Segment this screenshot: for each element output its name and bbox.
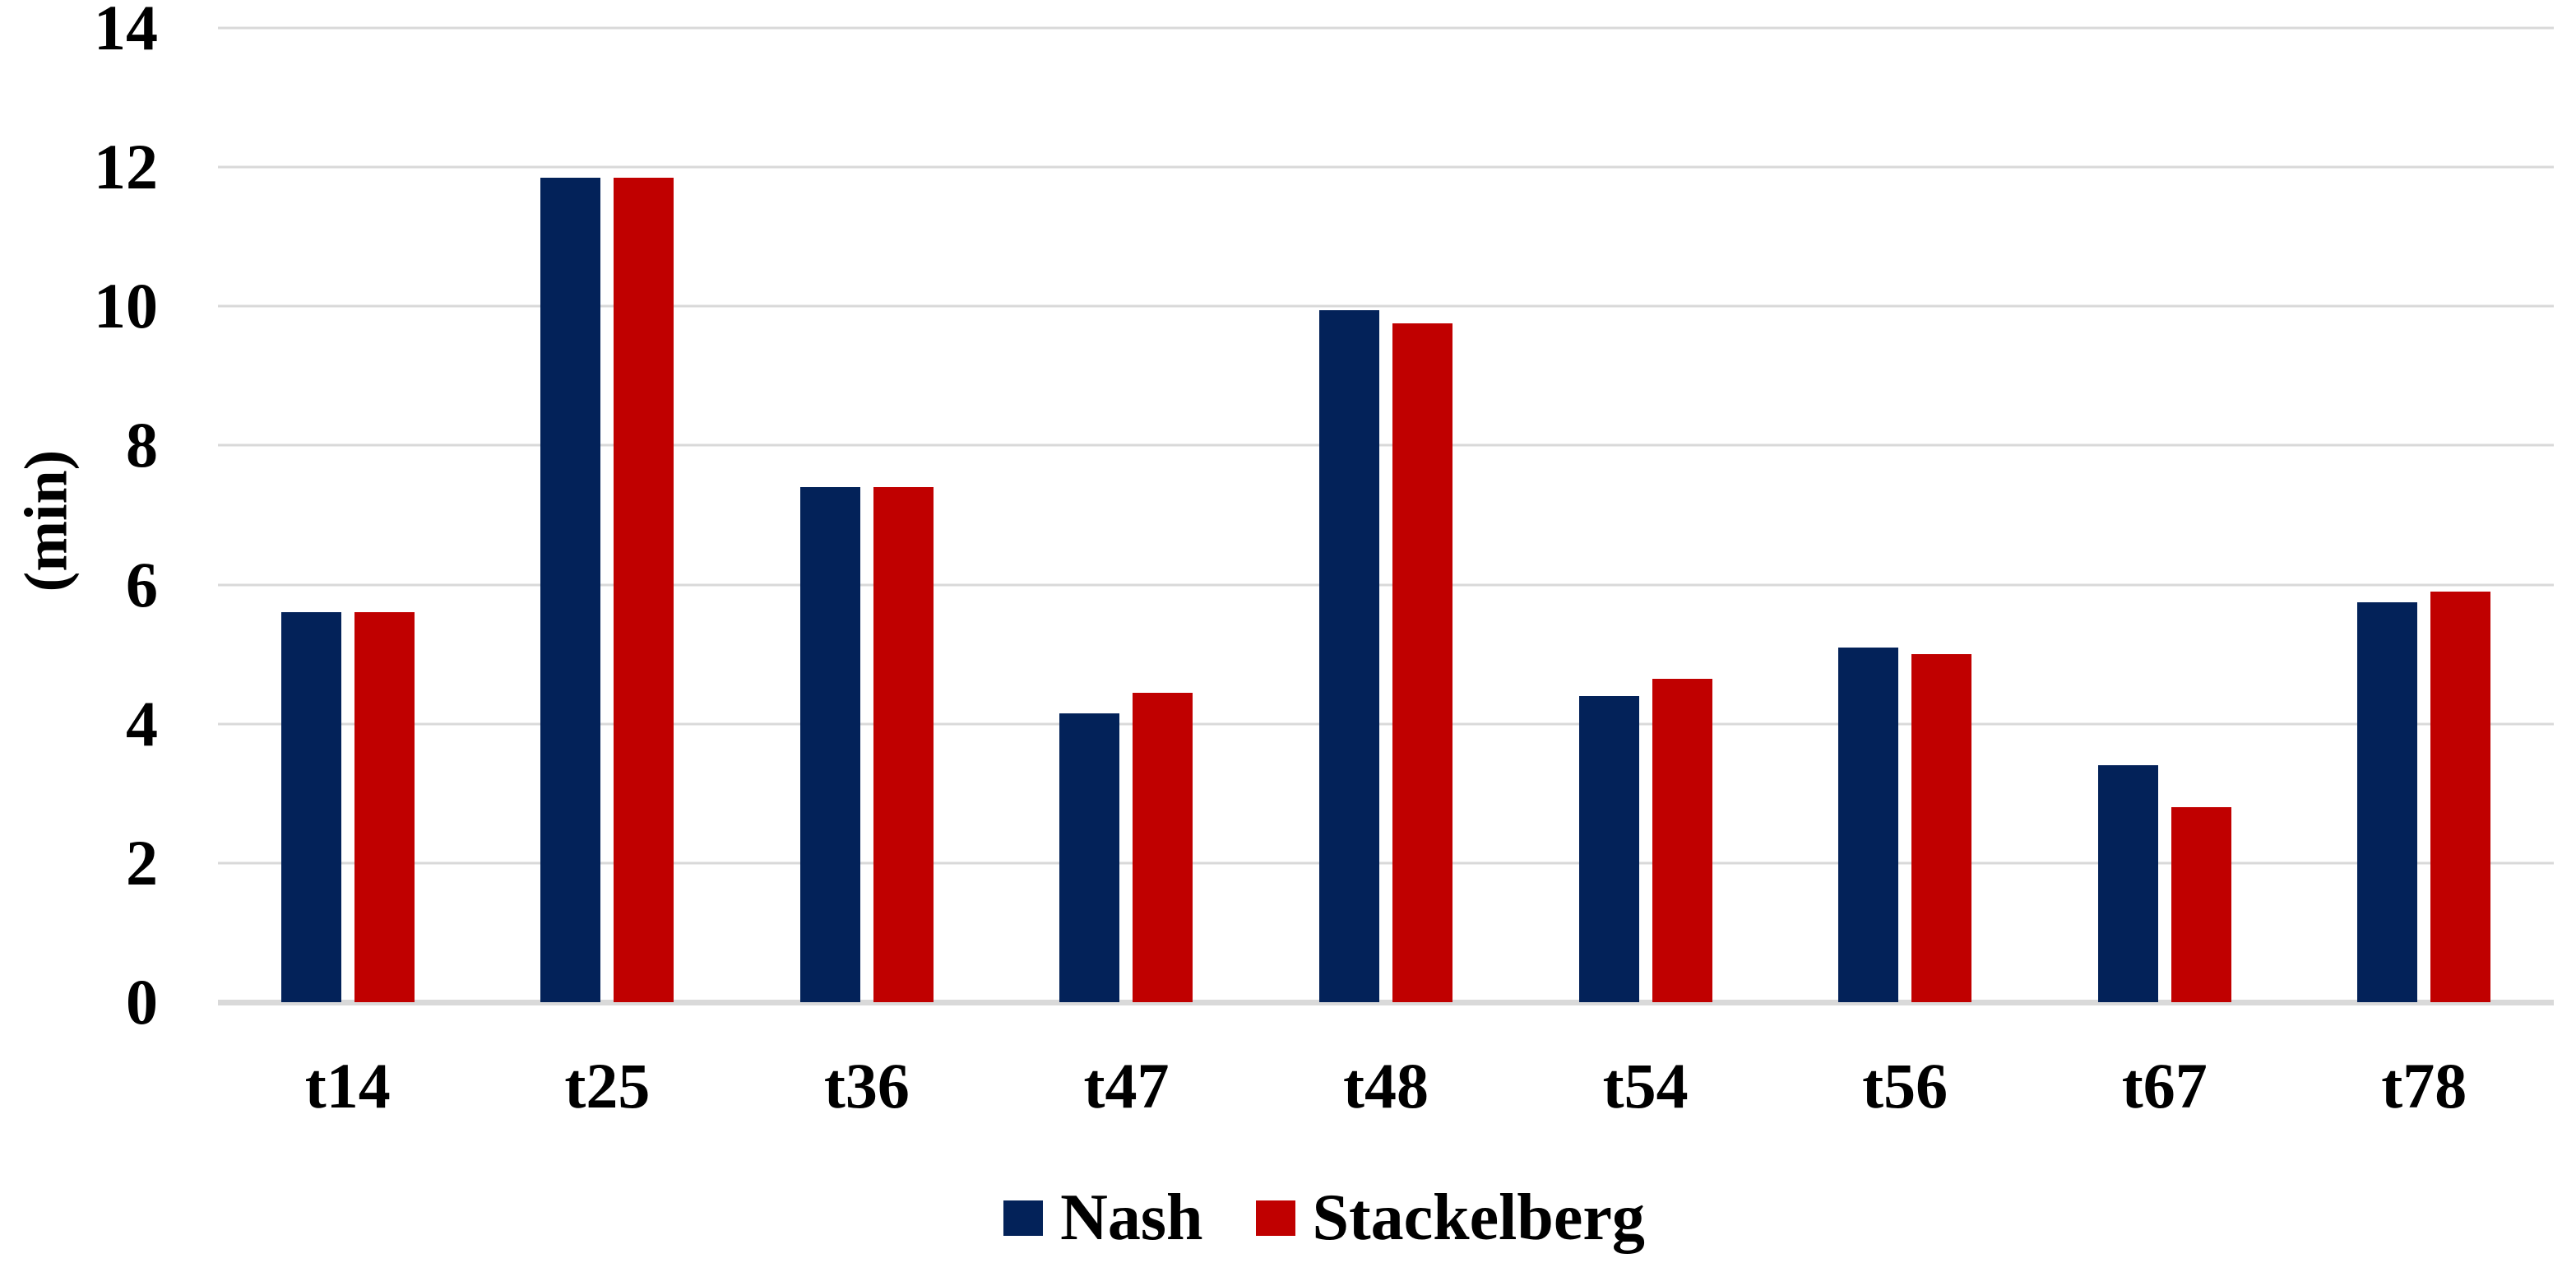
- bar-group-t48: [1256, 28, 1516, 1002]
- bar-nash-t67: [2097, 765, 2158, 1002]
- bar-group-t56: [1775, 28, 2035, 1002]
- x-axis-baseline: [218, 1000, 2554, 1005]
- bar-group-t25: [478, 28, 738, 1002]
- y-axis-tick-labels: 14 12 10 8 6 4 2 0: [0, 0, 158, 1034]
- bar-nash-t54: [1578, 695, 1639, 1002]
- bar-nash-t25: [540, 177, 601, 1002]
- bar-group-t47: [997, 28, 1257, 1002]
- y-tick-label-6: 6: [126, 548, 158, 620]
- x-label-t78: t78: [2381, 1050, 2467, 1121]
- bar-nash-t36: [799, 487, 860, 1002]
- bar-stackelberg-t54: [1652, 678, 1712, 1002]
- gridline-2: [218, 861, 2554, 865]
- legend-label-stackelberg: Stackelberg: [1312, 1182, 1645, 1254]
- x-label-t47: t47: [1083, 1050, 1170, 1121]
- y-tick-label-10: 10: [94, 270, 158, 342]
- gridline-6: [218, 583, 2554, 587]
- bar-group-t14: [218, 28, 478, 1002]
- bar-nash-t47: [1059, 713, 1120, 1002]
- x-label-t48: t48: [1343, 1050, 1429, 1121]
- legend-swatch-stackelberg: [1255, 1200, 1295, 1236]
- bar-stackelberg-t48: [1392, 323, 1453, 1002]
- bar-stackelberg-t25: [614, 177, 674, 1002]
- gridline-14: [218, 26, 2554, 30]
- bar-group-t67: [2035, 28, 2295, 1002]
- x-axis-category-labels: t14 t25 t36 t47 t48 t54 t56 t67 t78: [218, 1045, 2554, 1127]
- bar-stackelberg-t56: [1911, 654, 1972, 1002]
- gridline-10: [218, 304, 2554, 308]
- legend-swatch-nash: [1003, 1200, 1044, 1236]
- legend: Nash Stackelberg: [36, 1172, 2576, 1263]
- gridline-12: [218, 165, 2554, 169]
- plot-area: [218, 26, 2554, 1005]
- legend-item-nash: Nash: [1003, 1178, 1203, 1257]
- y-tick-label-14: 14: [94, 0, 158, 63]
- gridline-4: [218, 722, 2554, 726]
- y-tick-label-8: 8: [126, 409, 158, 481]
- x-label-t67: t67: [2121, 1050, 2208, 1121]
- bar-nash-t56: [1838, 647, 1899, 1002]
- x-label-t25: t25: [564, 1050, 651, 1121]
- bar-stackelberg-t47: [1133, 692, 1193, 1002]
- y-tick-label-2: 2: [126, 826, 158, 898]
- bar-nash-t14: [280, 612, 341, 1002]
- bar-group-t36: [737, 28, 997, 1002]
- y-tick-label-0: 0: [126, 966, 158, 1038]
- y-tick-label-4: 4: [126, 687, 158, 759]
- legend-item-stackelberg: Stackelberg: [1255, 1178, 1645, 1257]
- legend-label-nash: Nash: [1060, 1182, 1203, 1254]
- y-tick-label-12: 12: [94, 131, 158, 203]
- bar-stackelberg-t78: [2430, 592, 2491, 1002]
- bar-nash-t48: [1319, 309, 1380, 1002]
- bar-groups: [218, 28, 2554, 1002]
- x-label-t54: t54: [1602, 1050, 1689, 1121]
- bar-stackelberg-t67: [2171, 807, 2231, 1002]
- x-label-t56: t56: [1862, 1050, 1948, 1121]
- bar-stackelberg-t36: [873, 487, 934, 1002]
- bar-group-t54: [1516, 28, 1776, 1002]
- bar-group-t78: [2295, 28, 2555, 1002]
- bar-nash-t78: [2357, 601, 2418, 1002]
- x-label-t14: t14: [304, 1050, 391, 1121]
- x-label-t36: t36: [823, 1050, 910, 1121]
- gridline-8: [218, 443, 2554, 447]
- bar-stackelberg-t14: [354, 612, 415, 1002]
